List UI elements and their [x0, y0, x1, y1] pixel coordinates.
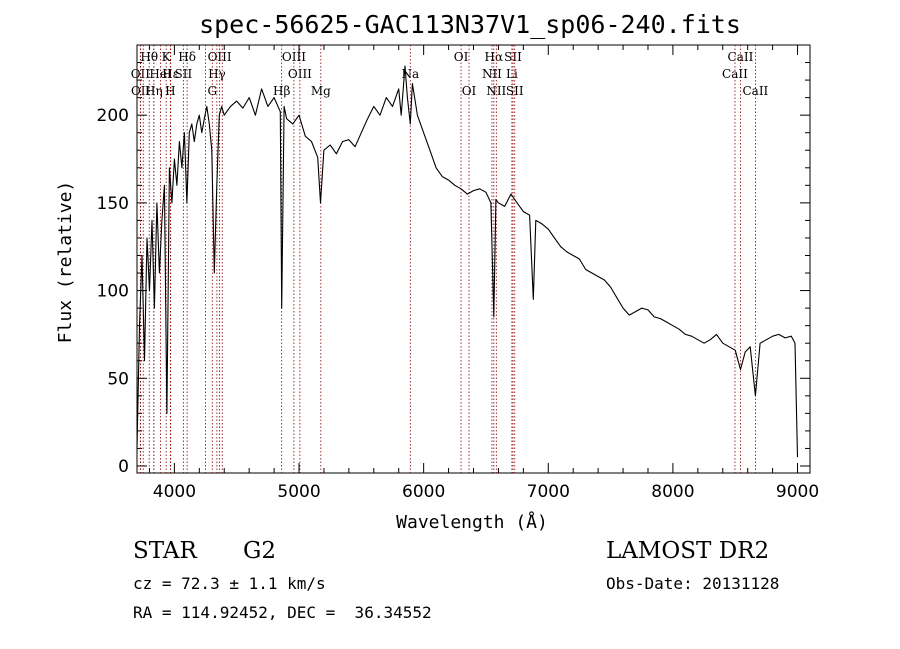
object-type: STAR — [133, 538, 197, 564]
spectral-line-label: OIII — [288, 67, 312, 81]
spectral-line-label: Mg — [311, 84, 331, 98]
x-tick-label: 7000 — [527, 482, 570, 502]
plot-frame — [136, 44, 811, 474]
spectral-line-label: CaII — [728, 50, 754, 64]
spectral-line-label: OIII — [208, 50, 232, 64]
y-axis-label: Flux (relative) — [55, 181, 76, 344]
spectral-line-label: SII — [506, 84, 524, 98]
x-tick-label: 4000 — [153, 482, 196, 502]
spectral-line-label: NII — [482, 67, 502, 81]
spectral-line-label: CaII — [722, 67, 748, 81]
spectral-line-label: K — [162, 50, 172, 64]
coordinates: RA = 114.92452, DEC = 36.34552 — [133, 603, 432, 622]
spectral-line-label: OI — [454, 50, 469, 64]
axis-ticks: 4000 5000 6000 7000 8000 9000 0 50 100 150 200 — [97, 45, 819, 502]
subclass: G2 — [243, 538, 277, 564]
spectral-line-label: Hβ — [273, 84, 290, 98]
y-tick-label: 150 — [97, 194, 129, 214]
obs-date: Obs-Date: 20131128 — [606, 574, 780, 593]
x-tick-label: 8000 — [651, 482, 694, 502]
spectral-line-label: SII — [175, 67, 193, 81]
spectral-line-label: OIII — [282, 50, 306, 64]
x-tick-label: 6000 — [402, 482, 445, 502]
x-tick-label: 5000 — [277, 482, 320, 502]
spectral-line-label: CaII — [742, 84, 768, 98]
x-tick-label: 9000 — [776, 482, 819, 502]
spectral-line-label: SII — [504, 50, 522, 64]
spectral-line-label: NII — [486, 84, 506, 98]
flux-series — [136, 65, 799, 458]
y-tick-label: 200 — [97, 106, 129, 126]
x-axis-label: Wavelength (Å) — [396, 511, 548, 533]
chart-title: spec-56625-GAC113N37V1_sp06-240.fits — [199, 10, 741, 39]
spectral-line-label: OI — [462, 84, 477, 98]
y-tick-label: 50 — [107, 369, 129, 389]
spectral-line-label: G — [207, 84, 217, 98]
survey-name: LAMOST DR2 — [606, 538, 770, 564]
spectral-line-label: Li — [506, 67, 518, 81]
spectral-line-label: Hδ — [178, 50, 196, 64]
spectral-line-label: Hγ — [208, 67, 226, 81]
flux-line — [136, 65, 799, 458]
y-tick-label: 100 — [97, 282, 129, 302]
spectral-line-label: Hα — [485, 50, 504, 64]
redshift-cz: cz = 72.3 ± 1.1 km/s — [133, 574, 326, 593]
spectral-line-label: OII — [131, 84, 151, 98]
y-tick-label: 0 — [118, 457, 129, 477]
